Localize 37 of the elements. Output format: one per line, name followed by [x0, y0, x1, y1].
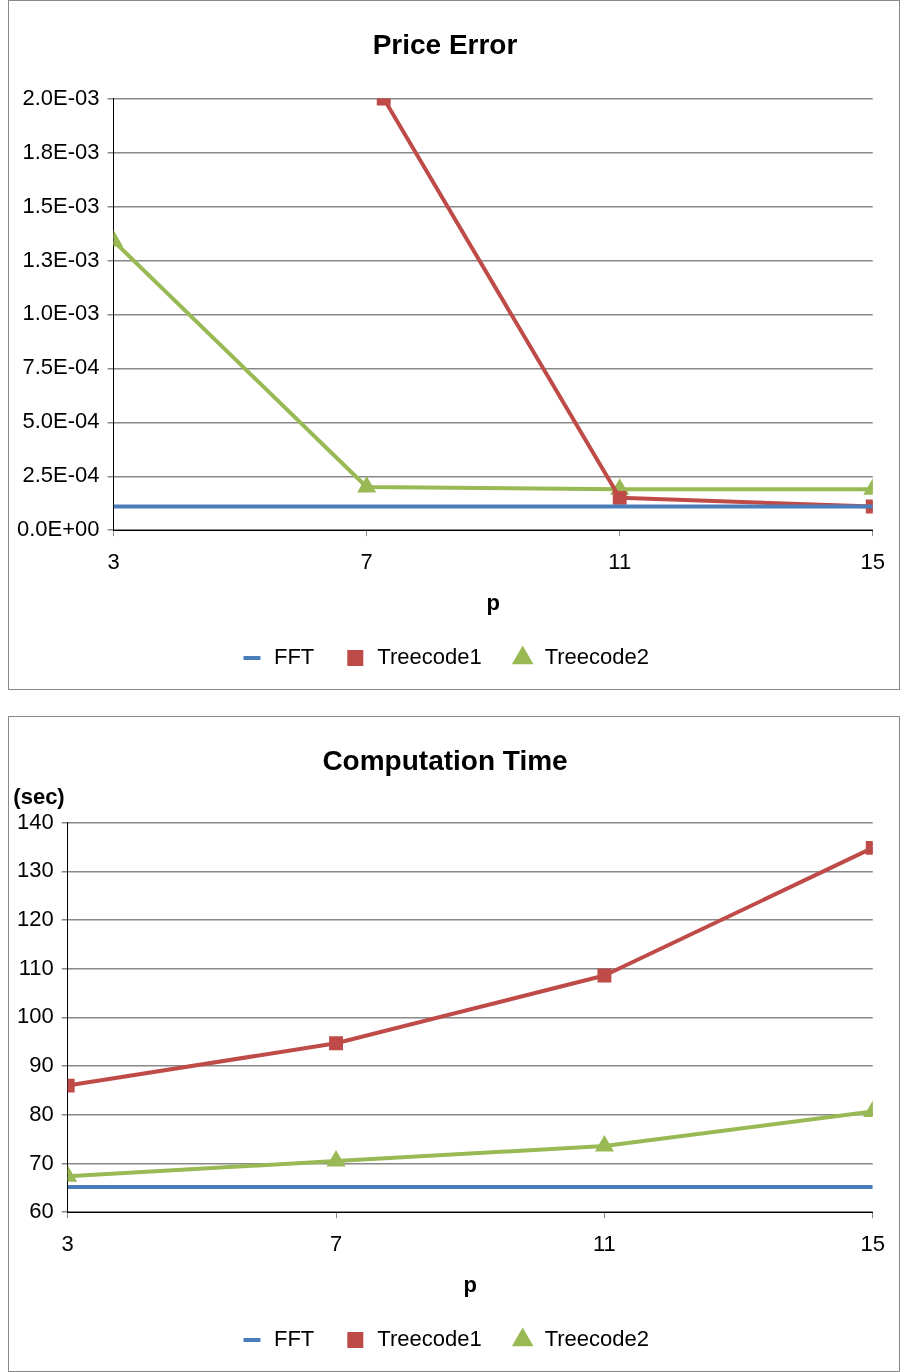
- y-tick-label: 110: [18, 954, 54, 980]
- x-tick-label: 7: [360, 549, 373, 575]
- x-tick-label: 7: [329, 1231, 343, 1257]
- y-tick-label: 140: [16, 808, 54, 834]
- x-tick-label: 3: [107, 549, 120, 575]
- y-tick-label: 1.8E-03: [22, 138, 100, 164]
- x-tick-label: 11: [592, 1231, 616, 1257]
- x-tick-label: 3: [61, 1231, 74, 1257]
- legend-label: Treecode2: [544, 644, 650, 670]
- y-tick-label: 130: [16, 857, 54, 883]
- y-tick-label: 2.5E-04: [22, 462, 100, 488]
- y-tick-label: 90: [29, 1052, 54, 1078]
- legend-label: Treecode1: [377, 644, 482, 670]
- x-axis-title: p: [463, 1271, 477, 1297]
- y-tick-label: 80: [29, 1100, 54, 1126]
- y-tick-label: 100: [16, 1003, 54, 1029]
- y-tick-label: 70: [29, 1149, 54, 1175]
- y-tick-label: 120: [16, 906, 54, 932]
- legend-label: Treecode2: [544, 1326, 650, 1352]
- y-tick-label: 2.0E-03: [22, 84, 100, 110]
- y-tick-label: 7.5E-04: [22, 354, 100, 380]
- x-tick-label: 15: [860, 549, 886, 575]
- y-tick-label: 60: [29, 1198, 54, 1224]
- chart-title: Price Error: [372, 28, 518, 60]
- y-tick-label: 5.0E-04: [22, 408, 100, 434]
- y-tick-label: 0.0E+00: [17, 516, 100, 542]
- legend-label: FFT: [273, 644, 315, 670]
- x-tick-label: 15: [860, 1231, 886, 1257]
- x-tick-label: 11: [608, 549, 632, 575]
- x-axis-title: p: [486, 589, 500, 615]
- chart-title: Computation Time: [322, 744, 568, 776]
- y-axis-title: (sec): [13, 783, 65, 809]
- legend-label: Treecode1: [377, 1326, 482, 1352]
- y-tick-label: 1.3E-03: [22, 246, 100, 272]
- y-tick-label: 1.5E-03: [22, 192, 100, 218]
- legend-label: FFT: [273, 1326, 315, 1352]
- y-tick-label: 1.0E-03: [22, 300, 100, 326]
